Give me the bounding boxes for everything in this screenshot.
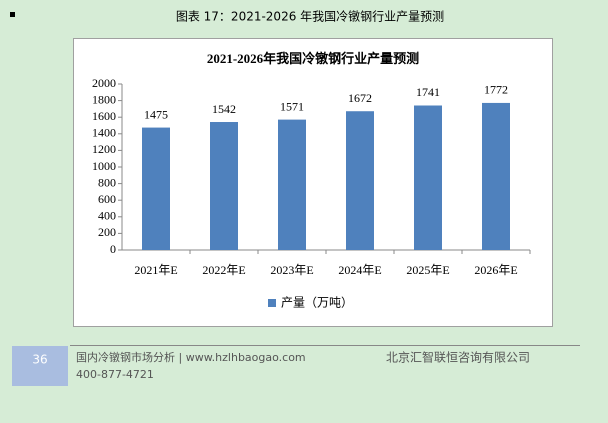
- y-tick-label: 1200: [92, 142, 116, 156]
- x-tick-label: 2022年E: [202, 263, 245, 277]
- y-tick-label: 2000: [92, 76, 116, 90]
- bar: [142, 127, 170, 250]
- x-tick-label: 2021年E: [134, 263, 177, 277]
- data-label: 1542: [212, 102, 236, 116]
- y-tick-label: 200: [98, 225, 116, 239]
- data-label: 1571: [280, 99, 304, 113]
- bar: [210, 122, 238, 250]
- y-tick-label: 600: [98, 192, 116, 206]
- footer-phone: 400-877-4721: [76, 368, 154, 381]
- y-tick-label: 800: [98, 175, 116, 189]
- caption: 图表 17：2021-2026 年我国冷镦钢行业产量预测: [176, 9, 444, 24]
- y-tick-label: 400: [98, 209, 116, 223]
- page-number-box: [12, 346, 68, 386]
- y-tick-label: 1000: [92, 159, 116, 173]
- x-tick-label: 2025年E: [406, 263, 449, 277]
- bullet: [10, 12, 15, 17]
- bar: [346, 111, 374, 250]
- x-tick-label: 2023年E: [270, 263, 313, 277]
- chart-title: 2021-2026年我国冷镦钢行业产量预测: [207, 51, 419, 66]
- page-number: 36: [32, 353, 47, 367]
- data-label: 1741: [416, 85, 440, 99]
- y-tick-label: 1800: [92, 92, 116, 106]
- x-tick-label: 2024年E: [338, 263, 381, 277]
- legend-swatch: [268, 299, 276, 307]
- bar: [414, 105, 442, 250]
- legend-label: 产量（万吨）: [281, 296, 353, 310]
- y-tick-label: 0: [110, 242, 116, 256]
- y-tick-label: 1600: [92, 109, 116, 123]
- x-tick-label: 2026年E: [474, 263, 517, 277]
- data-label: 1772: [484, 83, 508, 97]
- y-tick-label: 1400: [92, 126, 116, 140]
- bar: [278, 119, 306, 251]
- plot: 0 200 400 600 800 1000 1200 1400 1600 1800 2000 202…: [92, 76, 531, 310]
- bar: [482, 102, 510, 250]
- footer-report: 国内冷镦钢市场分析 | www.hzlhbaogao.com: [76, 350, 306, 364]
- data-label: 1475: [144, 107, 168, 121]
- data-label: 1672: [348, 91, 372, 105]
- footer-company: 北京汇智联恒咨询有限公司: [386, 350, 530, 365]
